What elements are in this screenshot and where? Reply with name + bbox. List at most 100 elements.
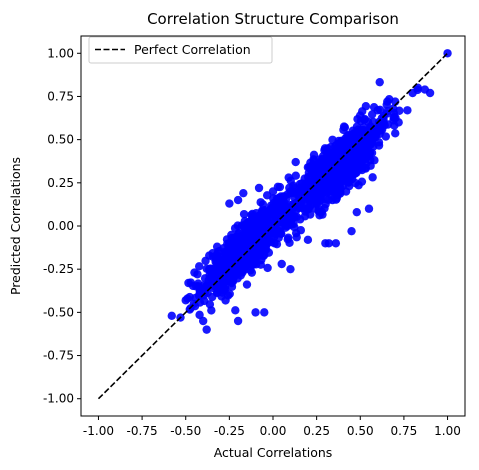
data-point (368, 117, 378, 127)
data-point (303, 183, 313, 193)
data-point (241, 258, 250, 268)
data-point (285, 238, 294, 247)
data-point (324, 239, 334, 248)
data-point (248, 228, 257, 237)
y-tick-label: 0.00 (47, 219, 74, 233)
data-point (383, 120, 393, 129)
data-point (190, 268, 199, 277)
data-point (296, 226, 306, 235)
data-point (232, 236, 241, 245)
data-point (185, 305, 194, 314)
data-point (239, 209, 249, 219)
data-point (303, 163, 313, 172)
data-point (247, 216, 256, 226)
data-point (321, 194, 330, 204)
data-point (238, 266, 247, 275)
data-point (167, 311, 176, 321)
data-point (192, 282, 201, 291)
data-point (206, 265, 216, 274)
data-point (303, 235, 313, 245)
data-point (233, 195, 243, 205)
x-tick-label: -0.75 (127, 424, 158, 438)
data-point (308, 190, 317, 200)
data-point (286, 264, 295, 274)
y-tick-label: 0.50 (47, 133, 74, 147)
data-point (286, 187, 295, 196)
data-point (247, 268, 257, 277)
data-point (373, 123, 382, 132)
data-point (394, 118, 403, 127)
data-point (275, 228, 284, 237)
data-point (360, 115, 370, 124)
data-point (297, 179, 306, 188)
data-point (370, 156, 379, 165)
data-point (251, 308, 260, 317)
x-tick-label: 0.00 (260, 424, 287, 438)
data-point (260, 205, 270, 215)
y-tick-label: -0.75 (43, 349, 74, 363)
data-point (369, 133, 378, 143)
data-point (275, 216, 284, 226)
data-point (358, 162, 367, 172)
y-tick-label: 0.75 (47, 89, 74, 103)
legend-box (88, 36, 273, 64)
y-tick-label: -0.50 (43, 305, 74, 319)
data-point (205, 300, 215, 309)
data-point (183, 294, 192, 303)
y-axis-label: Predicted Correlations (8, 157, 23, 295)
x-tick-label: 0.75 (391, 424, 418, 438)
data-point (225, 199, 234, 208)
chart-title: Correlation Structure Comparison (147, 10, 399, 28)
data-point (263, 263, 272, 273)
data-point (216, 280, 225, 289)
data-point (212, 242, 222, 251)
data-point (247, 210, 256, 220)
data-point (291, 157, 300, 167)
data-point (336, 183, 345, 193)
data-point (383, 106, 392, 116)
y-axis: -1.00 -0.75 -0.50 -0.25 0.00 0.25 0.50 0.75 1.00 (43, 46, 81, 406)
y-tick-label: -0.25 (43, 262, 74, 276)
data-point (289, 213, 299, 222)
data-point (201, 256, 210, 266)
data-point (334, 136, 343, 146)
x-tick-label: 0.50 (347, 424, 374, 438)
data-point (239, 188, 248, 198)
data-point (345, 156, 354, 165)
y-tick-label: 0.25 (47, 176, 74, 190)
data-point (260, 308, 269, 317)
data-point (312, 161, 321, 170)
data-point (363, 139, 373, 148)
data-point (348, 126, 358, 135)
data-point (284, 173, 293, 182)
data-point (228, 251, 237, 260)
data-point (262, 236, 271, 245)
data-point (331, 239, 341, 248)
data-point (254, 183, 264, 193)
data-point (268, 187, 278, 196)
reference-line-layer (97, 52, 449, 400)
data-point (330, 149, 339, 158)
x-tick-label: 1.00 (434, 424, 461, 438)
data-point (314, 204, 324, 214)
data-point (403, 106, 412, 115)
data-point (347, 226, 356, 236)
x-tick-label: -0.25 (214, 424, 245, 438)
data-point (256, 260, 265, 269)
data-point (309, 155, 318, 164)
data-point (321, 161, 331, 170)
data-point (306, 210, 315, 219)
data-point (221, 296, 230, 305)
data-point (231, 306, 240, 315)
data-point (374, 141, 384, 150)
data-point (315, 211, 324, 220)
data-point (361, 154, 370, 164)
data-point (277, 259, 286, 269)
x-axis: -1.00 -0.75 -0.50 -0.25 0.00 0.25 0.50 0.75 1.00 (83, 416, 461, 438)
data-point (291, 171, 300, 180)
data-point (326, 142, 335, 152)
data-point (344, 165, 353, 175)
data-point (373, 106, 382, 115)
x-tick-label: 0.25 (303, 424, 330, 438)
